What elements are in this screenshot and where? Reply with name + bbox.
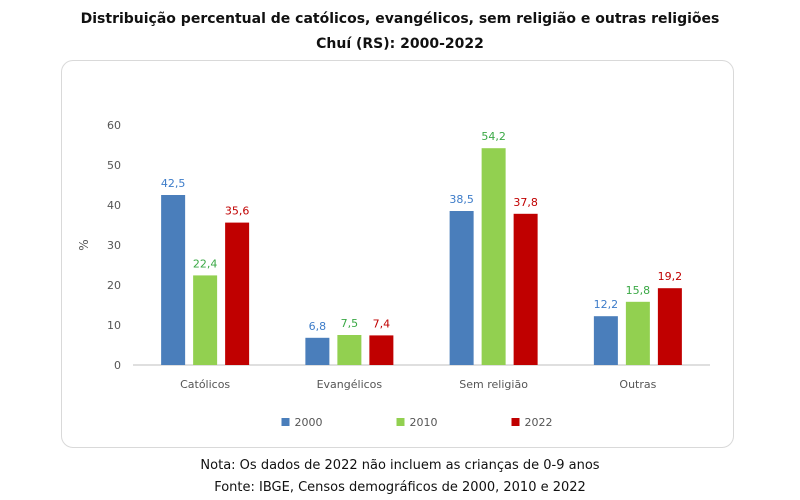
y-tick-label: 20 — [107, 279, 121, 292]
x-tick-label: Outras — [619, 378, 656, 391]
legend-label-2022: 2022 — [525, 416, 553, 429]
data-label-2000: 38,5 — [449, 193, 474, 206]
chart-note: Nota: Os dados de 2022 não incluem as cr… — [200, 458, 600, 473]
bar-2022 — [513, 213, 538, 365]
bar-2010 — [481, 148, 506, 365]
legend-label-2010: 2010 — [410, 416, 438, 429]
y-tick-label: 50 — [107, 159, 121, 172]
bar-2000 — [161, 195, 186, 365]
bar-2010 — [193, 275, 218, 365]
y-axis-label: % — [77, 239, 91, 250]
y-tick-label: 30 — [107, 239, 121, 252]
data-label-2010: 54,2 — [481, 130, 506, 143]
x-tick-label: Evangélicos — [317, 378, 383, 391]
data-label-2000: 42,5 — [161, 177, 186, 190]
y-tick-label: 40 — [107, 199, 121, 212]
legend-label-2000: 2000 — [295, 416, 323, 429]
legend-swatch-2010 — [396, 418, 405, 426]
data-label-2010: 7,5 — [341, 317, 359, 330]
x-tick-label: Sem religião — [459, 378, 528, 391]
bar-2000 — [593, 316, 618, 365]
bar-2010 — [625, 301, 650, 365]
data-label-2000: 12,2 — [594, 298, 619, 311]
bar-2022 — [369, 335, 394, 365]
data-label-2010: 22,4 — [193, 257, 218, 270]
bar-2022 — [225, 222, 250, 365]
chart-title: Distribuição percentual de católicos, ev… — [80, 11, 720, 27]
legend-swatch-2022 — [511, 418, 520, 426]
y-tick-label: 10 — [107, 319, 121, 332]
bar-2022 — [657, 288, 682, 365]
data-label-2022: 7,4 — [373, 317, 391, 330]
y-tick-label: 0 — [114, 359, 121, 372]
legend-swatch-2000 — [281, 418, 290, 426]
bar-2010 — [337, 335, 362, 365]
data-label-2022: 19,2 — [658, 270, 683, 283]
y-tick-label: 60 — [107, 119, 121, 132]
data-label-2022: 35,6 — [225, 205, 250, 218]
data-label-2000: 6,8 — [309, 320, 327, 333]
chart-subtitle: Chuí (RS): 2000-2022 — [316, 36, 484, 52]
data-label-2022: 37,8 — [513, 196, 538, 209]
bar-2000 — [449, 211, 474, 365]
bar-2000 — [305, 337, 330, 365]
chart-source: Fonte: IBGE, Censos demográficos de 2000… — [214, 480, 586, 495]
x-tick-label: Católicos — [180, 378, 230, 391]
data-label-2010: 15,8 — [626, 284, 651, 297]
